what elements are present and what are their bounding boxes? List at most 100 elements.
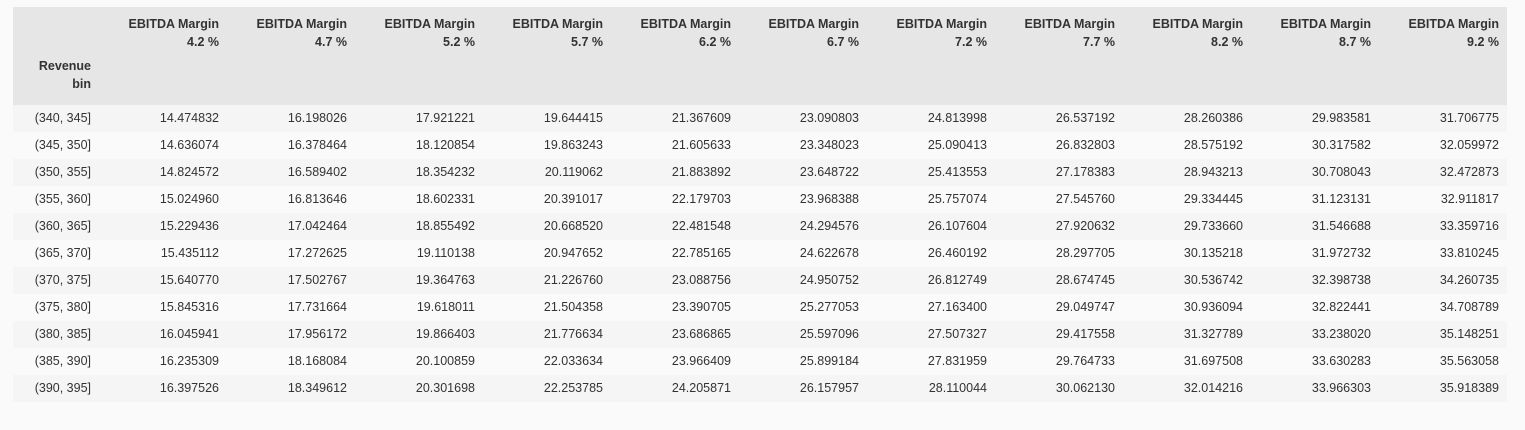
table-cell: 19.618011 [355,294,483,321]
table-cell: 25.757074 [867,186,995,213]
table-cell: 30.708043 [1251,159,1379,186]
table-cell: 27.178383 [995,159,1123,186]
column-header-line2: 6.2 % [699,35,731,49]
index-row-blank-cell [739,55,867,105]
table-cell: 31.972732 [1251,240,1379,267]
index-row-blank-cell [1379,55,1507,105]
column-header-line2: 7.2 % [955,35,987,49]
table-row: (390, 395] 16.397526 18.349612 20.301698 22.… [13,375,1507,402]
table-cell: 25.597096 [739,321,867,348]
row-index-label: (390, 395] [13,375,99,402]
table-cell: 32.911817 [1379,186,1507,213]
table-cell: 35.148251 [1379,321,1507,348]
column-header: EBITDA Margin 9.2 % [1379,7,1507,55]
table-cell: 29.334445 [1123,186,1251,213]
table-cell: 14.636074 [99,132,227,159]
table-cell: 19.863243 [483,132,611,159]
column-header-line2: 7.7 % [1083,35,1115,49]
table-cell: 14.824572 [99,159,227,186]
table-cell: 16.045941 [99,321,227,348]
table-cell: 31.697508 [1123,348,1251,375]
table-cell: 19.866403 [355,321,483,348]
index-row-blank-cell [611,55,739,105]
table-cell: 17.272625 [227,240,355,267]
table-cell: 21.504358 [483,294,611,321]
table-cell: 22.481548 [611,213,739,240]
column-header: EBITDA Margin 6.2 % [611,7,739,55]
table-cell: 29.417558 [995,321,1123,348]
table-cell: 26.460192 [867,240,995,267]
table-cell: 23.968388 [739,186,867,213]
table-cell: 35.563058 [1379,348,1507,375]
table-row: (385, 390] 16.235309 18.168084 20.100859 22.… [13,348,1507,375]
column-header-line2: 8.2 % [1211,35,1243,49]
column-header-line2: 8.7 % [1339,35,1371,49]
index-name-line2: bin [72,77,91,91]
table-cell: 25.413553 [867,159,995,186]
table-cell: 31.327789 [1123,321,1251,348]
table-cell: 27.831959 [867,348,995,375]
column-header-line1: EBITDA Margin [128,17,219,31]
table-cell: 18.168084 [227,348,355,375]
table-cell: 18.349612 [227,375,355,402]
table-cell: 21.883892 [611,159,739,186]
column-header-line1: EBITDA Margin [1408,17,1499,31]
table-row: (380, 385] 16.045941 17.956172 19.866403 21.… [13,321,1507,348]
table-cell: 16.198026 [227,105,355,132]
table-cell: 23.966409 [611,348,739,375]
table-cell: 16.589402 [227,159,355,186]
table-cell: 17.921221 [355,105,483,132]
table-cell: 16.235309 [99,348,227,375]
row-index-label: (355, 360] [13,186,99,213]
table-cell: 26.832803 [995,132,1123,159]
table-header: EBITDA Margin 4.2 % EBITDA Margin 4.7 % EBIT… [13,7,1507,105]
row-index-label: (385, 390] [13,348,99,375]
column-header: EBITDA Margin 7.7 % [995,7,1123,55]
table-cell: 27.163400 [867,294,995,321]
table-cell: 31.706775 [1379,105,1507,132]
table-cell: 23.686865 [611,321,739,348]
table-cell: 24.813998 [867,105,995,132]
table-cell: 20.119062 [483,159,611,186]
index-row-blank-cell [227,55,355,105]
row-index-label: (380, 385] [13,321,99,348]
column-header: EBITDA Margin 8.7 % [1251,7,1379,55]
index-name-row: Revenue bin [13,55,1507,105]
table-cell: 26.107604 [867,213,995,240]
table-cell: 17.042464 [227,213,355,240]
table-cell: 33.810245 [1379,240,1507,267]
table-cell: 29.764733 [995,348,1123,375]
column-header-line2: 6.7 % [827,35,859,49]
table-cell: 32.014216 [1123,375,1251,402]
table-cell: 14.474832 [99,105,227,132]
table-row: (375, 380] 15.845316 17.731664 19.618011 21.… [13,294,1507,321]
index-name-header: Revenue bin [13,55,99,105]
table-cell: 15.435112 [99,240,227,267]
table-cell: 17.956172 [227,321,355,348]
table-cell: 18.855492 [355,213,483,240]
table-cell: 33.359716 [1379,213,1507,240]
table-cell: 30.062130 [995,375,1123,402]
table-row: (345, 350] 14.636074 16.378464 18.120854 19.… [13,132,1507,159]
table-cell: 29.983581 [1251,105,1379,132]
table-cell: 20.301698 [355,375,483,402]
table-cell: 21.776634 [483,321,611,348]
table-cell: 27.920632 [995,213,1123,240]
index-row-blank-cell [99,55,227,105]
table-cell: 28.575192 [1123,132,1251,159]
table-cell: 24.622678 [739,240,867,267]
table-row: (340, 345] 14.474832 16.198026 17.921221 19.… [13,105,1507,132]
row-index-label: (360, 365] [13,213,99,240]
index-row-blank-cell [867,55,995,105]
table-cell: 15.024960 [99,186,227,213]
table-cell: 18.602331 [355,186,483,213]
table-cell: 16.397526 [99,375,227,402]
table-cell: 27.507327 [867,321,995,348]
column-header-line1: EBITDA Margin [1024,17,1115,31]
table-cell: 22.179703 [611,186,739,213]
row-index-label: (345, 350] [13,132,99,159]
column-header-line1: EBITDA Margin [512,17,603,31]
column-header-line1: EBITDA Margin [896,17,987,31]
table-cell: 20.100859 [355,348,483,375]
table-cell: 15.845316 [99,294,227,321]
